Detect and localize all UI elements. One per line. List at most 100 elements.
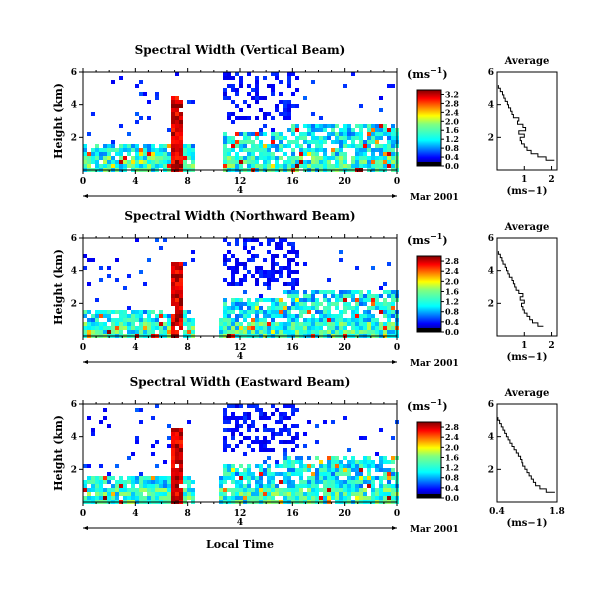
heatmap-cell bbox=[287, 160, 291, 164]
heatmap-cell bbox=[327, 472, 331, 476]
heatmap-cell bbox=[255, 164, 259, 168]
heatmap-cell bbox=[335, 136, 339, 140]
heatmap-cell bbox=[299, 488, 303, 492]
heatmap-cell bbox=[291, 330, 295, 334]
heatmap-cell bbox=[239, 282, 243, 286]
heatmap-cell bbox=[179, 302, 183, 306]
heatmap-cell bbox=[227, 496, 231, 500]
heatmap-cell bbox=[247, 492, 251, 496]
heatmap-cell bbox=[163, 164, 167, 168]
heatmap-cell bbox=[179, 452, 183, 456]
heatmap-cell bbox=[183, 310, 187, 314]
heatmap-cell bbox=[339, 496, 343, 500]
heatmap-cell bbox=[267, 484, 271, 488]
heatmap-cell bbox=[143, 144, 147, 148]
heatmap-cell bbox=[123, 164, 127, 168]
heatmap-cell bbox=[311, 112, 315, 116]
heatmap-cell bbox=[131, 322, 135, 326]
heatmap-cell bbox=[335, 456, 339, 460]
heatmap-cell bbox=[147, 492, 151, 496]
x-axis-label: Local Time bbox=[206, 538, 274, 551]
heatmap-cell bbox=[87, 326, 91, 330]
heatmap-cell bbox=[179, 262, 183, 266]
heatmap-cell bbox=[171, 270, 175, 274]
heatmap-cell bbox=[191, 496, 195, 500]
heatmap-cell bbox=[175, 322, 179, 326]
colorbar-tick-label: 0.0 bbox=[445, 161, 459, 171]
heatmap-cell bbox=[135, 112, 139, 116]
heatmap-cell bbox=[255, 270, 259, 274]
heatmap-cell bbox=[307, 124, 311, 128]
heatmap-cell bbox=[231, 330, 235, 334]
heatmap-cell bbox=[235, 164, 239, 168]
heatmap-cell bbox=[327, 278, 331, 282]
heatmap-cell bbox=[223, 314, 227, 318]
heatmap-cell bbox=[187, 164, 191, 168]
heatmap-cell bbox=[387, 148, 391, 152]
heatmap-cell bbox=[339, 160, 343, 164]
heatmap-cell bbox=[359, 480, 363, 484]
heatmap-cell bbox=[363, 160, 367, 164]
heatmap-cell bbox=[243, 136, 247, 140]
heatmap-cell bbox=[327, 476, 331, 480]
heatmap-cell bbox=[383, 456, 387, 460]
heatmap-cell bbox=[287, 72, 291, 76]
heatmap-cell bbox=[263, 428, 267, 432]
heatmap-cell bbox=[375, 148, 379, 152]
heatmap-cell bbox=[127, 314, 131, 318]
heatmap-cell bbox=[351, 294, 355, 298]
heatmap-cell bbox=[247, 404, 251, 408]
heatmap-cell bbox=[303, 294, 307, 298]
heatmap-cell bbox=[255, 484, 259, 488]
heatmap-cell bbox=[359, 496, 363, 500]
heatmap-cell bbox=[243, 436, 247, 440]
heatmap-cell bbox=[323, 476, 327, 480]
heatmap-cell bbox=[131, 164, 135, 168]
heatmap-cell bbox=[243, 148, 247, 152]
heatmap-cell bbox=[95, 160, 99, 164]
heatmap-cell bbox=[287, 258, 291, 262]
heatmap-cell bbox=[339, 472, 343, 476]
heatmap-cell bbox=[375, 468, 379, 472]
heatmap-cell bbox=[287, 460, 291, 464]
heatmap-cell bbox=[103, 488, 107, 492]
heatmap-cell bbox=[379, 322, 383, 326]
heatmap-cell bbox=[247, 156, 251, 160]
heatmap-cell bbox=[275, 488, 279, 492]
heatmap-cell bbox=[139, 148, 143, 152]
heatmap-cell bbox=[367, 476, 371, 480]
heatmap-cell bbox=[363, 156, 367, 160]
panel-title: Spectral Width (Eastward Beam) bbox=[130, 375, 351, 389]
average-title: Average bbox=[504, 222, 550, 233]
heatmap-cell bbox=[383, 326, 387, 330]
heatmap-cell bbox=[183, 318, 187, 322]
heatmap-cell bbox=[175, 96, 179, 100]
heatmap-cell bbox=[291, 132, 295, 136]
heatmap-cell bbox=[367, 464, 371, 468]
heatmap-cell bbox=[127, 480, 131, 484]
heatmap-cell bbox=[99, 326, 103, 330]
heatmap-cell bbox=[143, 160, 147, 164]
colorbar-tick-label: 3.2 bbox=[445, 89, 459, 99]
heatmap-cell bbox=[271, 432, 275, 436]
heatmap-cell bbox=[391, 484, 395, 488]
colorbar-tick-label: 0.4 bbox=[445, 483, 459, 493]
heatmap-cell bbox=[267, 282, 271, 286]
heatmap-cell bbox=[367, 310, 371, 314]
heatmap-cell bbox=[131, 326, 135, 330]
heatmap-cell bbox=[259, 156, 263, 160]
heatmap-cell bbox=[135, 330, 139, 334]
heatmap-cell bbox=[351, 476, 355, 480]
heatmap-cell bbox=[107, 330, 111, 334]
heatmap-cell bbox=[255, 404, 259, 408]
heatmap-cell bbox=[363, 310, 367, 314]
heatmap-cell bbox=[335, 164, 339, 168]
heatmap-cell bbox=[307, 152, 311, 156]
heatmap-cell bbox=[247, 424, 251, 428]
heatmap-cell bbox=[167, 480, 171, 484]
heatmap-cell bbox=[303, 444, 307, 448]
heatmap-cell bbox=[231, 322, 235, 326]
heatmap-cell bbox=[295, 250, 299, 254]
heatmap-cell bbox=[379, 136, 383, 140]
date-label: Mar 2001 bbox=[410, 525, 459, 535]
